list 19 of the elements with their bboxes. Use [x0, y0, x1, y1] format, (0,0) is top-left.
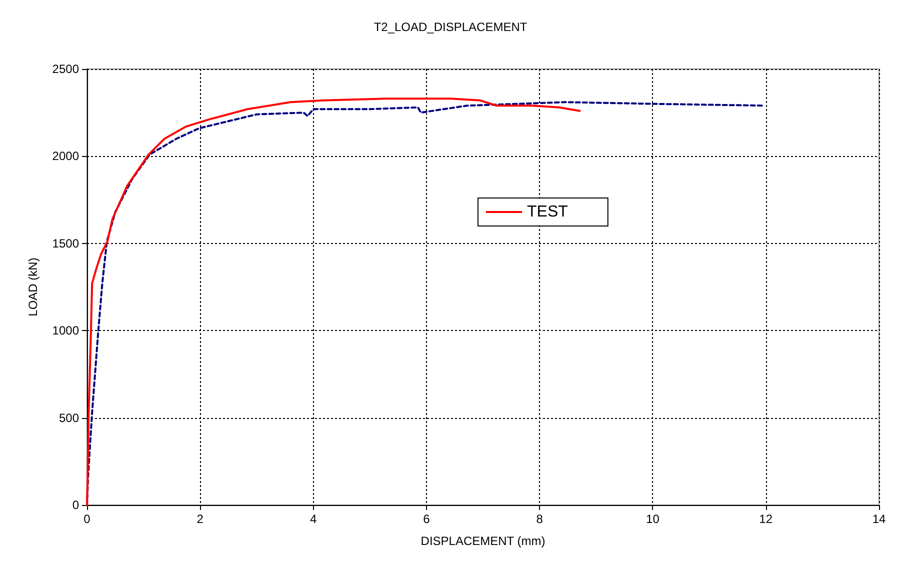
x-tick-label: 8 — [536, 512, 544, 526]
x-tick-label: 4 — [310, 512, 317, 526]
x-tick-label: 0 — [84, 512, 91, 526]
x-axis-title: DISPLACEMENT (mm) — [420, 534, 546, 548]
x-tick-label: 2 — [196, 512, 204, 526]
y-tick-label: 2000 — [52, 149, 80, 164]
y-tick-label: 2500 — [52, 62, 80, 76]
line-series — [86, 98, 581, 506]
y-tick-label: 1500 — [52, 236, 80, 250]
y-tick-label: 500 — [58, 410, 80, 425]
y-tick-label: 0 — [72, 498, 80, 512]
y-axis-title: LOAD (kN) — [26, 258, 40, 316]
y-tick-label: 1000 — [52, 324, 80, 338]
chart-title: T2_LOAD_DISPLACEMENT — [374, 20, 528, 34]
x-tick-label: 14 — [872, 512, 886, 526]
legend-label: TEST — [527, 204, 568, 220]
x-tick-label: 6 — [423, 512, 430, 526]
x-tick-label: 12 — [759, 512, 773, 526]
x-tick-label: 10 — [646, 512, 660, 526]
